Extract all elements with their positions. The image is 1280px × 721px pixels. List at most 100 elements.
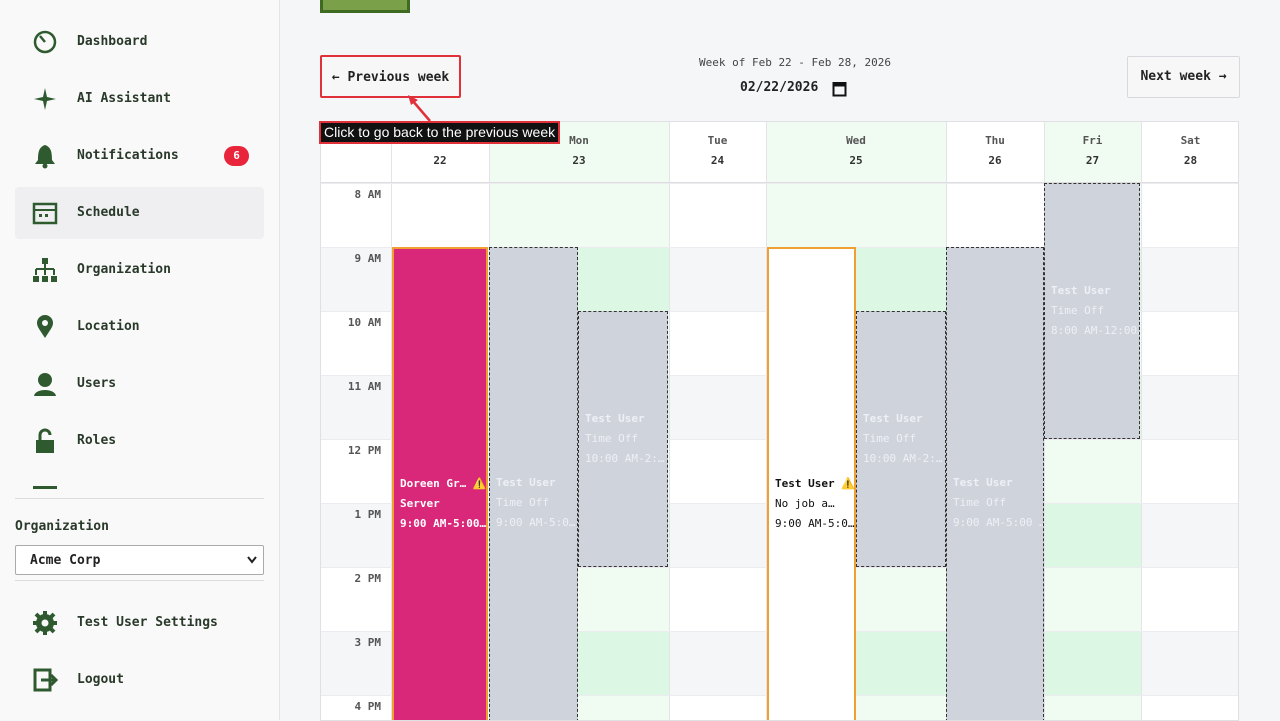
day-name: Tue [707,134,728,147]
event-time: 9:00 AM-5:00… [400,517,487,530]
event-subtitle: Server [400,497,440,510]
nav-label: Roles [77,433,117,448]
shift-block[interactable]: Doreen Gr… ⚠️ Server 9:00 AM-5:00… [392,247,488,720]
header-line [321,182,1238,183]
nav-list: Dashboard AI Assistant Notifications 6 Sched… [0,0,280,492]
time-off-block[interactable]: Test User Time Off 8:00 AM-12:00… [1044,183,1140,439]
nav-item[interactable]: Roles [15,415,264,467]
nav-label: Notifications [77,148,179,163]
calendar-icon [832,82,847,97]
top-button-partial[interactable] [320,0,410,13]
nav-item[interactable]: Location [15,301,264,353]
sidebar: Dashboard AI Assistant Notifications 6 Sched… [0,0,280,720]
shift-block[interactable]: Test User ⚠️ No job a… 9:00 AM-5:0… [767,247,856,720]
row-shade [1142,631,1238,695]
nav-icon [32,202,58,225]
row-shade [321,503,391,567]
row-shade [321,375,391,439]
gear-icon [33,611,57,635]
hour-label: 9 AM [354,252,382,265]
day-name: Fri [1082,134,1103,147]
event-subtitle: Time Off [953,496,1006,509]
nav-icon [35,145,55,169]
event-title: Test User [496,476,556,489]
day-name: Mon [569,134,589,147]
notification-badge: 6 [224,146,249,166]
hour-line [321,183,1238,184]
nav-label: AI Assistant [77,91,171,106]
nav-label: Location [77,319,140,334]
event-title: Test User [863,412,923,425]
nav-label: Test User Settings [77,615,218,630]
event-subtitle: Time Off [496,496,549,509]
day-date: 22 [433,154,447,167]
row-shade [1142,375,1238,439]
day-date: 27 [1085,154,1100,167]
row-shade [670,631,766,695]
row-shade [321,631,391,695]
nav-icon-partial [33,486,57,492]
hour-label: 2 PM [354,572,382,585]
select-arrow [247,556,257,564]
row-shade [321,247,391,311]
event-subtitle: Time Off [1051,304,1104,317]
time-off-block[interactable]: Test User Time Off 10:00 AM-2:… [578,311,668,567]
divider [15,580,264,581]
day-date: 23 [572,154,586,167]
event-subtitle: Time Off [863,432,916,445]
event-time: 10:00 AM-2:… [585,452,665,465]
nav-label: Logout [77,672,124,687]
org-label: Organization [15,519,109,534]
next-week-button[interactable]: Next week → [1127,56,1240,98]
nav-label: Users [77,376,117,391]
nav-item[interactable]: Users [15,358,264,410]
day-date: 28 [1183,154,1198,167]
day-name: Wed [846,134,866,147]
nav-icon [34,88,56,110]
event-time: 9:00 AM-5:00 … [953,516,1044,529]
date-input[interactable]: 02/22/2026 [735,79,855,99]
row-shade [1045,631,1141,695]
time-off-block[interactable]: Test User Time Off 9:00 AM-5:00 … [946,247,1044,720]
nav-label: Schedule [77,205,140,220]
date-value: 02/22/2026 [740,80,819,95]
event-subtitle: Time Off [585,432,638,445]
nav-item[interactable]: AI Assistant [15,73,264,125]
nav-item[interactable]: Organization [15,244,264,296]
event-title: Test User [1051,284,1111,297]
nav-item[interactable]: Dashboard [15,16,264,68]
week-label: Week of Feb 22 - Feb 28, 2026 [698,56,892,69]
hour-label: 11 AM [347,380,381,393]
time-off-block[interactable]: Test User Time Off 9:00 AM-5:0… [489,247,578,720]
settings-link[interactable]: Test User Settings [15,597,264,649]
event-time: 10:00 AM-2:… [863,452,943,465]
event-title: Test User [953,476,1013,489]
hour-label: 3 PM [354,636,382,649]
hour-label: 10 AM [347,316,381,329]
org-select[interactable]: Acme Corp [15,545,264,575]
nav-label: Organization [77,262,171,277]
row-shade [1142,503,1238,567]
calendar-grid: 8 AM 9 AM 10 AM 11 AM 12 PM 1 PM 2 PM 3 PM 4 PM S… [320,121,1239,721]
hour-label: 4 PM [354,700,382,713]
nav-icon [33,30,57,54]
day-name: Sat [1180,134,1201,147]
tooltip: Click to go back to the previous week [319,121,560,144]
day-name: Thu [985,134,1005,147]
logout-icon [33,668,58,692]
divider [15,498,264,499]
previous-week-button[interactable]: ← Previous week [320,55,461,98]
event-title: Test User [585,412,645,425]
event-subtitle: No job a… [775,497,835,510]
row-shade [670,247,766,311]
nav-item[interactable]: Schedule [15,187,264,239]
nav-icon [36,428,54,453]
nav-icon [33,258,57,282]
time-off-block[interactable]: Test User Time Off 10:00 AM-2:… [856,311,946,567]
row-shade [1045,503,1141,567]
logout-link[interactable]: Logout [15,654,264,706]
event-time: 9:00 AM-5:0… [496,516,576,529]
nav-item[interactable]: Notifications 6 [15,130,264,182]
